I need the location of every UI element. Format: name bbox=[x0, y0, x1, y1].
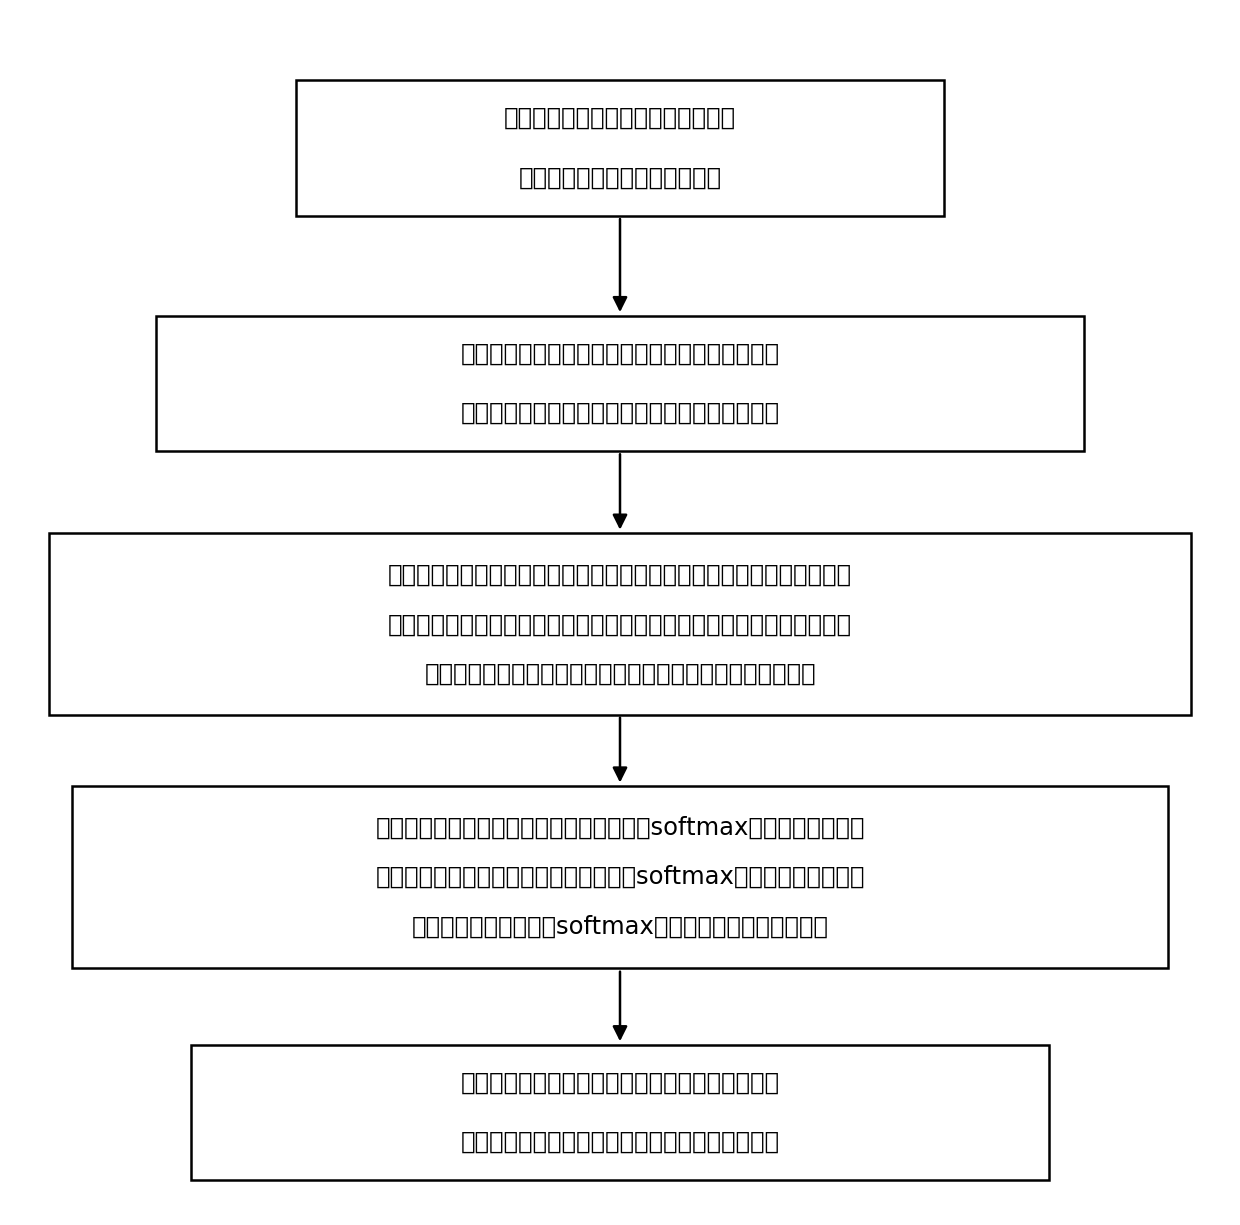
Bar bbox=[72, 786, 1168, 968]
Text: 络的输入，改进多尺度网络输出与输入图像对应的深度融合特征向量，所: 络的输入，改进多尺度网络输出与输入图像对应的深度融合特征向量，所 bbox=[388, 612, 852, 636]
Text: 将所述训练样本集的深度融合特征向量作为softmax分类器模型的输入: 将所述训练样本集的深度融合特征向量作为softmax分类器模型的输入 bbox=[376, 816, 864, 840]
Bar bbox=[156, 316, 1084, 451]
Text: 对于训练样本集和待测样本，将像素归一化的二维图像作为改进多尺度网: 对于训练样本集和待测样本，将像素归一化的二维图像作为改进多尺度网 bbox=[388, 564, 852, 587]
Text: 述改进多尺度网络在多尺度网络的特征映射之间引入恒等映射: 述改进多尺度网络在多尺度网络的特征映射之间引入恒等映射 bbox=[424, 662, 816, 686]
Bar bbox=[295, 81, 945, 216]
Text: 对于训练样本集和待测样本，将压缩后信号重组为: 对于训练样本集和待测样本，将压缩后信号重组为 bbox=[460, 342, 780, 365]
Text: 故障诊断模型，得到所述待测样本的故障诊断结果: 故障诊断模型，得到所述待测样本的故障诊断结果 bbox=[460, 1129, 780, 1154]
Text: 将所述待测样本的深度融合特征向量输入训练好的: 将所述待测样本的深度融合特征向量输入训练好的 bbox=[460, 1071, 780, 1095]
Text: 二维图像，对所述二维图像的像素进行归一化处理: 二维图像，对所述二维图像的像素进行归一化处理 bbox=[460, 401, 780, 425]
Text: 缩感知压缩旋转装置的振动信号: 缩感知压缩旋转装置的振动信号 bbox=[518, 165, 722, 190]
Text: 对于训练样本集和待测样本，基于压: 对于训练样本集和待测样本，基于压 bbox=[503, 107, 737, 130]
Text: ，将所述训练样本集的故障类型标签作为softmax分类器模型的输出，: ，将所述训练样本集的故障类型标签作为softmax分类器模型的输出， bbox=[376, 865, 864, 889]
Bar bbox=[48, 533, 1192, 715]
Bar bbox=[191, 1045, 1049, 1180]
Text: 训练改进多尺度网络和softmax分类器构成的故障诊断模型: 训练改进多尺度网络和softmax分类器构成的故障诊断模型 bbox=[412, 914, 828, 938]
